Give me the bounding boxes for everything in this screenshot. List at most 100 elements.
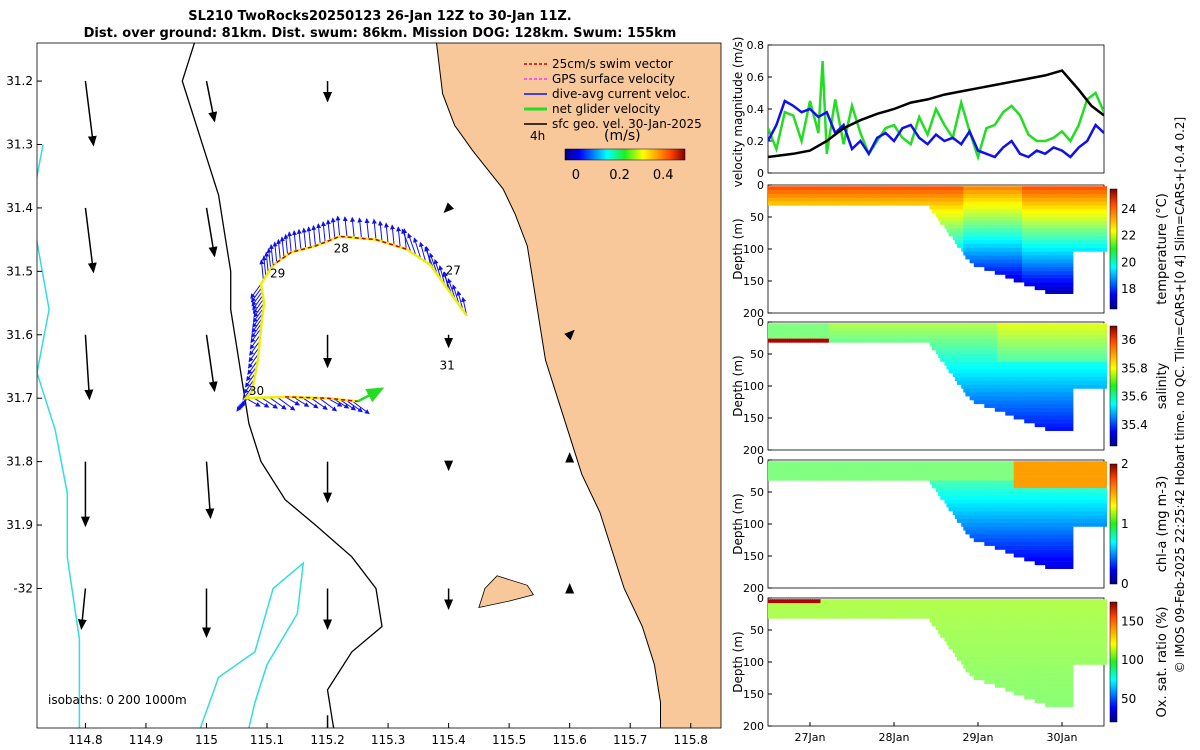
section-cell [807, 334, 811, 339]
section-cell [803, 190, 807, 195]
section-cell [982, 327, 986, 332]
section-cell [982, 365, 986, 370]
section-cell [801, 190, 805, 195]
section-cell [927, 193, 931, 198]
section-cell [975, 240, 979, 245]
section-cell [1041, 243, 1044, 248]
section-cell [1062, 274, 1065, 279]
dac-vector-58 [248, 347, 260, 363]
section-cell [1009, 232, 1013, 237]
section-cell [1038, 213, 1042, 218]
section-cell [992, 327, 996, 332]
section-cell [1030, 357, 1034, 362]
section-cell [856, 201, 860, 206]
section-cell [1038, 190, 1042, 195]
section-cell [1051, 282, 1055, 287]
section-cell [1030, 403, 1034, 408]
section-cell [1068, 251, 1072, 256]
section-cell [923, 338, 927, 343]
section-cell [963, 220, 967, 225]
section-cell [969, 369, 973, 374]
section-cell [852, 201, 855, 206]
section-cell [1059, 209, 1063, 214]
section-cell [1038, 197, 1042, 202]
section-cell [948, 232, 952, 237]
section-cell [795, 323, 799, 328]
section-cell [965, 243, 969, 248]
section-cell [1022, 205, 1026, 210]
section-cell [1064, 186, 1068, 191]
section-cell [843, 190, 847, 195]
section-cell [1051, 384, 1055, 389]
section-cell [1028, 213, 1032, 218]
section-cell [1045, 205, 1049, 210]
section-cell [1003, 354, 1007, 358]
section-cell [891, 186, 895, 191]
section-cell [942, 217, 946, 221]
section-cell [791, 323, 795, 328]
section-cell [1083, 193, 1086, 198]
section-cell [1070, 423, 1074, 428]
section-cell [925, 190, 929, 195]
section-cell [877, 193, 881, 198]
section-cell [847, 201, 851, 206]
section-cell [961, 197, 965, 202]
section-cell [1024, 266, 1028, 271]
section-cell [1026, 357, 1030, 362]
section-cell [1026, 232, 1030, 237]
section-cell [946, 228, 950, 233]
section-cell [1049, 193, 1053, 198]
section-cell [1101, 243, 1105, 248]
section-cell [971, 220, 975, 225]
section-cell [799, 197, 803, 202]
section-cell [1043, 350, 1047, 355]
section-cell [849, 330, 853, 335]
section-cell [875, 186, 879, 191]
section-cell [1022, 193, 1026, 198]
section-cell [1049, 330, 1053, 335]
section-cell [1047, 346, 1051, 351]
section-cell [1009, 201, 1013, 206]
section-cell [1045, 388, 1049, 393]
section-cell [1011, 193, 1015, 198]
section-cell [910, 338, 914, 343]
section-cell [1017, 247, 1021, 252]
section-cell [975, 380, 979, 385]
section-cell [1055, 251, 1059, 256]
section-cell [1020, 392, 1023, 397]
section-cell [1003, 334, 1007, 339]
section-cell [1043, 270, 1047, 275]
section-cell [854, 338, 858, 343]
section-cell [923, 201, 927, 206]
section-cell [1013, 377, 1017, 382]
section-cell [885, 197, 889, 202]
section-cell [1015, 278, 1019, 283]
section-cell [820, 197, 824, 202]
section-cell [1085, 186, 1089, 191]
section-cell [1013, 220, 1017, 225]
section-cell [1001, 228, 1005, 233]
section-cell [1045, 330, 1049, 335]
section-cell [1045, 334, 1049, 339]
section-cell [902, 338, 906, 343]
section-cell [917, 193, 921, 198]
section-cell [1049, 255, 1053, 260]
section-cell [1011, 201, 1015, 206]
section-cell [1028, 247, 1032, 252]
section-cell [967, 369, 971, 374]
section-cell [1049, 251, 1053, 256]
section-cell [1059, 197, 1063, 202]
section-cell [1007, 342, 1011, 347]
section-cell [1047, 201, 1051, 206]
section-cell [978, 205, 981, 210]
section-cell [1028, 251, 1032, 256]
section-cell [1074, 224, 1078, 229]
section-cell [931, 209, 935, 214]
section-cell [1087, 209, 1091, 214]
section-cell [986, 186, 990, 191]
section-cell [1028, 361, 1032, 366]
section-cell [1007, 243, 1011, 248]
section-cell [1007, 197, 1011, 202]
section-cell [965, 330, 969, 335]
geo-vector-6 [205, 207, 218, 258]
